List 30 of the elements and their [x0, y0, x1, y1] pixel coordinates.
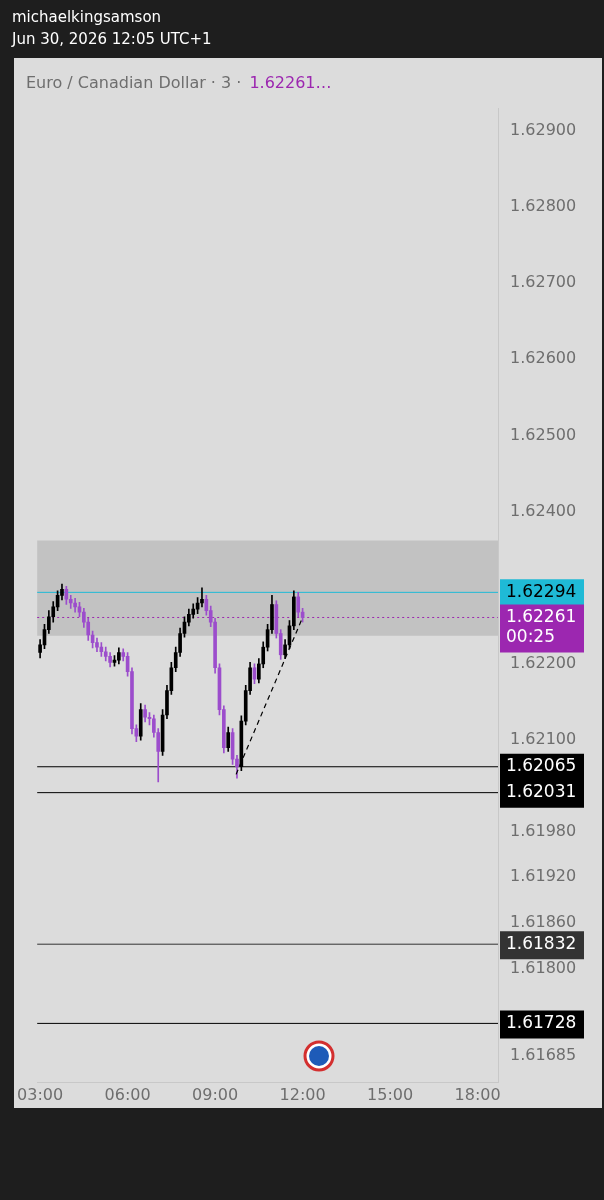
text: Jun 30, 2026 12:05 UTC+1: [12, 29, 213, 50]
ref-line-label: 1.62065: [506, 755, 577, 776]
y-tick-label: 1.61685: [510, 1045, 577, 1065]
y-tick-label: 1.61920: [510, 866, 577, 886]
y-tick-label: 1.62700: [510, 272, 577, 292]
y-tick-label: 1.62400: [510, 500, 577, 520]
y-tick-label: 1.62200: [510, 653, 577, 673]
ref-line-label: 1.62294: [506, 580, 577, 601]
x-tick-label: 15:00: [367, 1084, 414, 1104]
ref-line-label: 1.61832: [506, 932, 577, 953]
y-tick-label: 1.62500: [510, 424, 577, 444]
ref-line-label: 1.62031: [506, 781, 577, 802]
ref-line-label: 1.61728: [506, 1011, 577, 1032]
x-tick-label: 03:00: [17, 1084, 64, 1104]
y-tick-label: 1.62800: [510, 196, 577, 216]
y-tick-label: 1.61860: [510, 912, 577, 932]
x-tick-label: 12:00: [279, 1084, 326, 1104]
candlestick: [200, 587, 204, 608]
x-tick-label: 09:00: [192, 1084, 239, 1104]
text: michaelkingsamson: [12, 7, 163, 28]
chart-title: Euro / Canadian Dollar · 3 ·: [26, 73, 242, 93]
y-tick-label: 1.61980: [510, 820, 577, 840]
x-tick-label: 06:00: [104, 1084, 151, 1104]
y-tick-label: 1.62100: [510, 729, 577, 749]
y-tick-label: 1.61800: [510, 957, 577, 977]
y-tick-label: 1.62600: [510, 348, 577, 368]
ref-line-label: 1.62261 00:25: [506, 605, 577, 646]
chart-subtitle: 1.62261…: [249, 73, 332, 93]
y-tick-label: 1.62900: [510, 120, 577, 139]
x-tick-label: 18:00: [454, 1084, 501, 1104]
